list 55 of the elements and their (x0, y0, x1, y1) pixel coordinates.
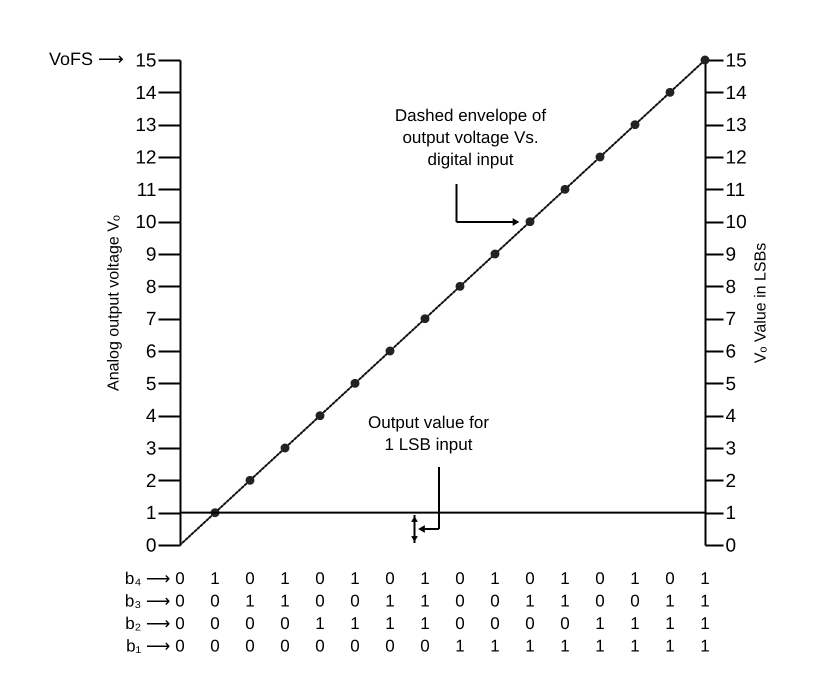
y2-axis-title: Vₒ Value in LSBs (752, 242, 770, 364)
y2-tick-label: 3 (726, 438, 736, 460)
point (630, 120, 640, 130)
y-tick-label: 7 (146, 309, 156, 330)
text: b₄ ⟶ 0 1 0 1 0 1 0 1 0 1 0 1 0 1 0 1 (124, 569, 710, 588)
y-tick-label: 14 (135, 82, 157, 104)
y2-tick-label: 5 (726, 374, 736, 395)
annotation: Dashed envelope of output voltage Vs. digital input (394, 106, 546, 169)
point (596, 152, 604, 162)
y2-tick-label: 13 (726, 115, 747, 136)
y2-tick-label: 10 (726, 212, 747, 234)
y-tick-label: 3 (146, 438, 156, 460)
y2-tick-label: 15 (726, 50, 747, 72)
y2-tick-label: 12 (726, 148, 747, 168)
y2-tick-label: 0 (726, 536, 736, 556)
y-tick-label: 5 (146, 374, 156, 395)
point (560, 184, 570, 194)
y-tick-label: 0 (146, 536, 156, 556)
point (280, 444, 290, 452)
y-tick-label: 1 (146, 503, 156, 524)
point (420, 314, 430, 324)
y2-tick-label: 2 (726, 470, 736, 492)
y-axis-title: Analog output voltage Vₒ (105, 215, 122, 391)
point (490, 250, 500, 258)
text: b₁ ⟶ 0 0 0 0 0 0 0 0 1 1 1 1 1 1 1 1 (126, 636, 710, 656)
y2-tick-label: 14 (726, 82, 748, 104)
y-tick-label: 2 (146, 470, 156, 492)
point (316, 411, 324, 420)
y2-tick-label: 4 (726, 406, 736, 428)
y-tick-label: 10 (135, 212, 156, 234)
text: VoFS ⟶ (48, 49, 124, 69)
point (700, 56, 710, 64)
text: b₃ ⟶ 0 0 1 1 0 0 1 1 0 0 1 1 0 0 1 1 (124, 592, 710, 610)
point (350, 378, 360, 388)
y2-tick-label: 11 (726, 180, 746, 201)
y-tick-label: 8 (146, 276, 156, 298)
y2-tick-label: 8 (726, 276, 736, 298)
y-tick-label: 15 (135, 50, 156, 72)
y-tick-label: 11 (136, 180, 156, 201)
annotation: Output value for 1 LSB input (368, 413, 490, 454)
text: b₂ ⟶ 0 0 0 0 1 1 1 1 0 0 0 0 1 1 1 1 (125, 614, 710, 633)
y-tick-label: 4 (146, 406, 157, 428)
y-tick-label: 6 (146, 342, 156, 362)
y-tick-label: 13 (135, 115, 156, 136)
point (386, 346, 394, 356)
y2-tick-label: 9 (726, 244, 736, 266)
point (456, 282, 464, 291)
point (526, 217, 534, 226)
y2-tick-label: 1 (726, 503, 736, 524)
y2-tick-label: 7 (726, 309, 736, 330)
y-tick-label: 12 (135, 148, 156, 168)
y2-tick-label: 6 (726, 342, 736, 362)
point (666, 88, 674, 97)
point (246, 476, 254, 485)
y-tick-label: 9 (146, 244, 156, 266)
